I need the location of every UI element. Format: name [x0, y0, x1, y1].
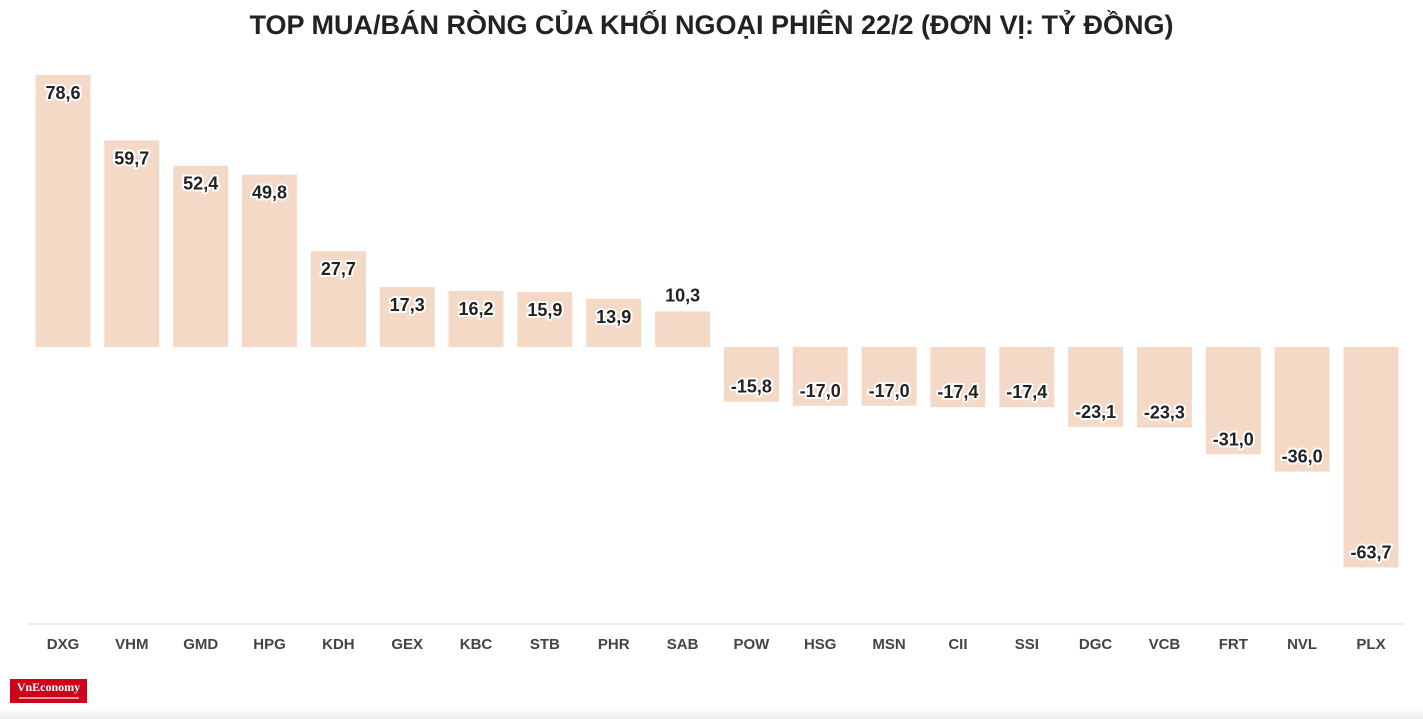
value-label-ssi: -17,4	[1006, 382, 1047, 402]
value-label-hsg: -17,0	[800, 381, 841, 401]
logo-underline	[18, 697, 79, 699]
value-label-nvl: -36,0	[1282, 447, 1323, 467]
bar-msn	[861, 347, 917, 406]
bar-dxg	[35, 75, 91, 347]
bar-stb	[517, 292, 573, 347]
value-label-gmd: 52,4	[183, 174, 218, 194]
value-label-hpg: 49,8	[252, 183, 287, 203]
value-label-cii: -17,4	[937, 382, 978, 402]
tick-label-cii: CII	[948, 636, 967, 653]
bar-hpg	[242, 174, 297, 347]
vneconomy-logo: VnEconomy	[10, 679, 87, 703]
tick-label-kdh: KDH	[322, 636, 355, 653]
bar-gex	[379, 287, 435, 347]
tick-label-plx: PLX	[1356, 636, 1385, 653]
value-label-pow: -15,8	[731, 377, 772, 397]
chart-title: TOP MUA/BÁN RÒNG CỦA KHỐI NGOẠI PHIÊN 22…	[249, 10, 1174, 40]
tick-label-pow: POW	[733, 636, 770, 653]
tick-label-hsg: HSG	[804, 636, 837, 653]
value-label-plx: -63,7	[1350, 542, 1391, 562]
bar-vcb	[1136, 347, 1192, 428]
tick-label-hpg: HPG	[253, 636, 286, 653]
tick-label-phr: PHR	[598, 636, 630, 653]
tick-label-vhm: VHM	[115, 636, 148, 653]
bar-frt	[1205, 347, 1261, 455]
bottom-shade	[0, 708, 1423, 719]
bar-phr	[586, 298, 642, 347]
bar-dgc	[1068, 347, 1124, 427]
tick-label-msn: MSN	[872, 636, 905, 653]
bar-kdh	[310, 251, 366, 347]
bar-vhm	[104, 140, 160, 347]
bar-kbc	[448, 290, 504, 347]
value-label-dxg: 78,6	[45, 83, 80, 103]
logo-text: VnEconomy	[16, 680, 81, 694]
tick-label-gex: GEX	[391, 636, 423, 653]
value-labels-group: 78,6 59,7 52,4 49,8 27,7 17,3 16,2 15,9 13,9 10,3…	[43, 81, 1393, 564]
value-label-kdh: 27,7	[321, 259, 356, 279]
tick-label-nvl: NVL	[1287, 636, 1317, 653]
value-label-vcb: -23,3	[1144, 403, 1185, 423]
value-label-vhm: 59,7	[114, 148, 149, 168]
tick-label-frt: FRT	[1219, 636, 1248, 653]
bar-hsg	[792, 347, 848, 406]
bars-group	[35, 75, 1399, 568]
bar-pow	[723, 347, 779, 402]
tick-label-dgc: DGC	[1079, 636, 1113, 653]
value-label-phr: 13,9	[596, 307, 631, 327]
value-label-frt: -31,0	[1213, 429, 1254, 449]
tick-label-ssi: SSI	[1015, 636, 1039, 653]
tick-label-sab: SAB	[667, 636, 699, 653]
value-label-kbc: 16,2	[458, 299, 493, 319]
value-label-gex: 17,3	[390, 295, 425, 315]
value-label-sab: 10,3	[665, 285, 700, 305]
tick-label-kbc: KBC	[460, 636, 493, 653]
bar-sab	[655, 311, 711, 347]
tick-label-vcb: VCB	[1149, 636, 1181, 653]
bar-nvl	[1274, 347, 1330, 472]
tick-label-stb: STB	[530, 636, 560, 653]
tick-labels-group: DXG VHM GMD HPG KDH GEX KBC STB PHR SAB POW HSG MSN C…	[47, 636, 1386, 653]
value-label-msn: -17,0	[869, 381, 910, 401]
tick-label-gmd: GMD	[183, 636, 218, 653]
bar-ssi	[999, 347, 1055, 408]
bar-plx	[1343, 347, 1399, 568]
value-label-stb: 15,9	[527, 300, 562, 320]
tick-label-dxg: DXG	[47, 636, 80, 653]
bar-gmd	[173, 165, 229, 347]
value-label-dgc: -23,1	[1075, 402, 1116, 422]
bar-cii	[930, 347, 986, 408]
